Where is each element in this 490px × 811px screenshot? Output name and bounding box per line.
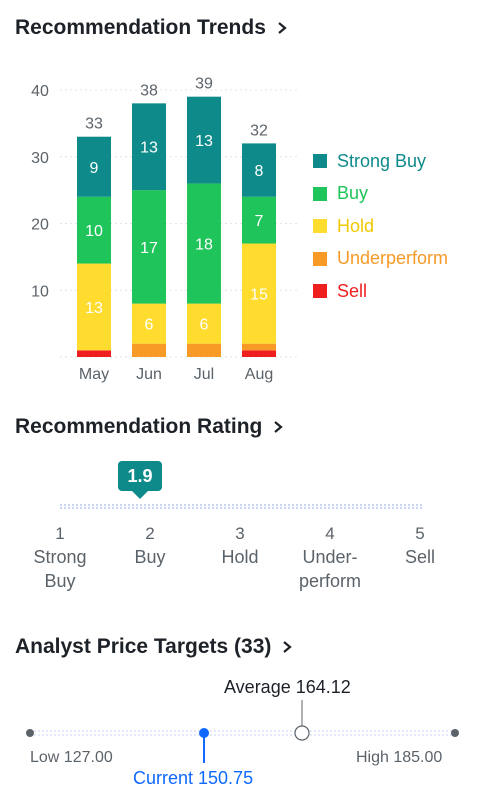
bar-value-label: 8	[255, 163, 264, 180]
recommendation-trends-title-text: Recommendation Trends	[15, 16, 266, 39]
bar-segment-underperform	[132, 343, 166, 357]
chevron-right-icon	[274, 421, 284, 433]
bar-segment-hold	[242, 243, 276, 344]
rating-value-badge: 1.9	[118, 461, 162, 499]
y-tick-label: 40	[31, 83, 49, 100]
bar-value-label: 13	[85, 300, 103, 317]
rating-scale-item: 5 Sell	[370, 523, 470, 569]
rating-scale-number: 2	[145, 524, 155, 543]
rating-scale-item: 2 Buy	[100, 523, 200, 569]
high-dot	[451, 729, 459, 737]
chart-legend: Strong Buy Buy Hold Underperform Sell	[313, 145, 448, 308]
current-marker	[199, 728, 210, 738]
rating-scale-label: Sell	[404, 547, 435, 567]
rating-scale-label: Buy	[134, 547, 166, 567]
bar-total-label: 32	[250, 122, 268, 139]
analyst-price-targets-title[interactable]: Analyst Price Targets (33)	[15, 635, 293, 659]
low-dot	[26, 729, 34, 737]
bar-total-label: 33	[85, 116, 103, 133]
legend-item: Buy	[313, 178, 448, 211]
legend-swatch	[313, 186, 327, 201]
average-marker	[294, 725, 310, 741]
legend-swatch	[313, 219, 327, 234]
bar-segment-strong-buy	[132, 103, 166, 191]
legend-item: Underperform	[313, 243, 448, 276]
x-tick-label: Jun	[136, 366, 162, 383]
chevron-right-icon	[283, 641, 293, 653]
bar-value-label: 10	[85, 223, 103, 240]
price-targets-track	[26, 700, 459, 763]
x-tick-label: May	[79, 366, 109, 383]
bar-value-label: 13	[195, 133, 213, 150]
bar-segment-buy	[77, 196, 111, 264]
rating-scale-number: 1	[55, 524, 65, 543]
rating-scale-number: 3	[235, 524, 245, 543]
recommendation-trends-title[interactable]: Recommendation Trends	[15, 16, 288, 40]
bar-segment-strong-buy	[77, 136, 111, 197]
bar-value-label: 15	[250, 287, 268, 304]
y-tick-label: 10	[31, 283, 49, 300]
rating-track	[60, 504, 422, 509]
bar-value-label: 6	[145, 317, 154, 334]
legend-item: Strong Buy	[313, 145, 448, 178]
bar-segment-buy	[132, 190, 166, 304]
bar-segment-hold	[132, 303, 166, 344]
bar-segment-underperform	[242, 343, 276, 351]
rating-scale-item: 4 Under-perform	[280, 523, 380, 593]
legend-label: Underperform	[337, 248, 449, 269]
bar-value-label: 18	[195, 237, 213, 254]
average-price-label: Average 164.12	[224, 677, 351, 697]
bar-segment-hold	[77, 263, 111, 351]
rating-scale-label: Hold	[221, 547, 259, 567]
low-price-label: Low 127.00	[30, 749, 113, 766]
high-price-label: High 185.00	[356, 749, 443, 766]
rating-scale-label: Buy	[44, 571, 76, 591]
bar-value-label: 9	[90, 160, 99, 177]
bar-segment-sell	[242, 350, 276, 357]
recommendation-rating-title[interactable]: Recommendation Rating	[15, 415, 284, 439]
bar-segment-strong-buy	[187, 96, 221, 184]
bar-segment-underperform	[187, 343, 221, 357]
bar-value-label: 7	[255, 213, 264, 230]
rating-scale-item: 1 Strong Buy	[10, 523, 110, 593]
rating-scale-label: perform	[298, 571, 361, 591]
bar-segment-buy	[242, 196, 276, 244]
legend-label: Sell	[337, 280, 368, 301]
bar-segment-sell	[77, 350, 111, 357]
bar-value-label: 17	[140, 240, 158, 257]
rating-scale-item: 3 Hold	[190, 523, 290, 569]
bar-value-label: 6	[200, 317, 209, 334]
legend-swatch	[313, 251, 327, 266]
legend-swatch	[313, 284, 327, 299]
bar-segment-hold	[187, 303, 221, 344]
rating-scale-label: Under-	[302, 547, 358, 567]
bar-total-label: 38	[140, 82, 158, 99]
legend-label: Strong Buy	[337, 150, 427, 171]
bar-total-label: 39	[195, 76, 213, 93]
rating-scale-number: 4	[325, 524, 335, 543]
analyst-price-targets-title-text: Analyst Price Targets (33)	[15, 635, 272, 658]
legend-label: Buy	[337, 183, 369, 204]
recommendation-trends-chart: 10 20 30 40 13 10 9 33 May 6 17 13 38 Jun 6 18 13 39 Jul 15…	[31, 76, 298, 383]
y-tick-label: 20	[31, 217, 49, 234]
rating-scale-number: 5	[415, 524, 425, 543]
legend-swatch	[313, 154, 327, 169]
bar-value-label: 13	[140, 140, 158, 157]
legend-label: Hold	[337, 215, 375, 236]
chevron-right-icon	[278, 22, 287, 34]
bar-segment-buy	[187, 183, 221, 304]
legend-item: Sell	[313, 275, 448, 308]
bar-segment-strong-buy	[242, 143, 276, 197]
rating-scale-label: Strong	[33, 547, 87, 567]
x-tick-label: Aug	[245, 366, 273, 383]
recommendation-rating-title-text: Recommendation Rating	[15, 415, 263, 438]
x-tick-label: Jul	[194, 366, 214, 383]
legend-item: Hold	[313, 210, 448, 243]
y-tick-label: 30	[31, 150, 49, 167]
current-price-label: Current 150.75	[133, 768, 254, 788]
